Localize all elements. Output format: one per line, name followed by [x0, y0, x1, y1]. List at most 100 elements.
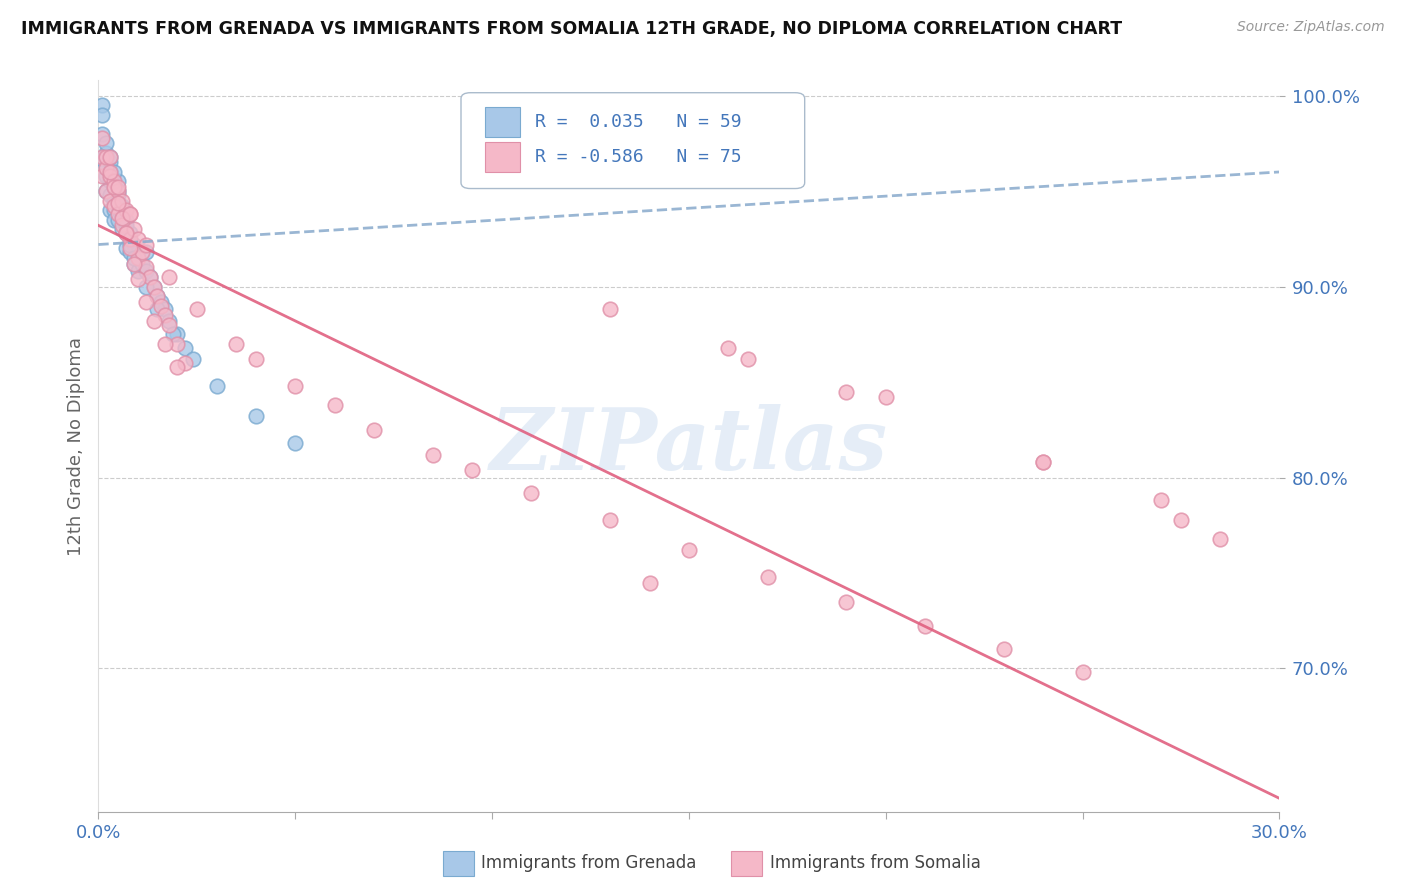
Point: [96, 145, 118, 160]
Point: [181, 352, 204, 367]
Point: [115, 203, 138, 218]
Point: [835, 594, 858, 608]
Point: [835, 384, 858, 399]
Point: [98, 150, 121, 164]
Point: [98, 150, 121, 164]
Point: [166, 336, 188, 351]
Bar: [485, 142, 520, 172]
Point: [155, 302, 177, 317]
Point: [146, 302, 169, 317]
Point: [993, 642, 1015, 657]
Point: [118, 207, 141, 221]
Point: [166, 359, 188, 374]
Point: [91, 127, 114, 141]
Point: [1032, 455, 1054, 469]
Point: [103, 165, 125, 179]
Text: IMMIGRANTS FROM GRENADA VS IMMIGRANTS FROM SOMALIA 12TH GRADE, NO DIPLOMA CORREL: IMMIGRANTS FROM GRENADA VS IMMIGRANTS FR…: [21, 20, 1122, 37]
Point: [162, 327, 184, 342]
Point: [103, 212, 125, 227]
Point: [107, 195, 129, 210]
Point: [284, 436, 307, 450]
Point: [107, 180, 129, 194]
Point: [1150, 493, 1173, 508]
Point: [146, 289, 169, 303]
Point: [91, 130, 114, 145]
Y-axis label: 12th Grade, No Diploma: 12th Grade, No Diploma: [66, 336, 84, 556]
Point: [118, 241, 141, 255]
Point: [98, 174, 121, 188]
Point: [107, 187, 129, 202]
Point: [756, 570, 779, 584]
Text: Source: ZipAtlas.com: Source: ZipAtlas.com: [1237, 20, 1385, 34]
Point: [115, 226, 138, 240]
Point: [1170, 512, 1192, 526]
Point: [115, 241, 138, 255]
Point: [103, 199, 125, 213]
Point: [127, 272, 149, 286]
Point: [96, 184, 118, 198]
Point: [1032, 455, 1054, 469]
Point: [520, 485, 543, 500]
Point: [111, 203, 134, 218]
Point: [96, 169, 118, 183]
Point: [122, 257, 145, 271]
Point: [284, 379, 307, 393]
Point: [122, 222, 145, 236]
FancyBboxPatch shape: [461, 93, 804, 188]
Point: [1071, 665, 1094, 680]
Point: [115, 212, 138, 227]
Point: [111, 219, 134, 233]
Point: [111, 199, 134, 213]
Point: [107, 207, 129, 221]
Point: [98, 169, 121, 183]
Point: [875, 390, 897, 404]
Point: [107, 174, 129, 188]
Point: [138, 270, 160, 285]
Point: [96, 150, 118, 164]
Point: [111, 194, 134, 208]
Point: [103, 180, 125, 194]
Point: [122, 251, 145, 265]
Point: [245, 409, 267, 424]
Point: [150, 294, 173, 309]
Point: [127, 264, 149, 278]
Point: [111, 211, 134, 225]
Point: [142, 314, 165, 328]
Point: [118, 226, 141, 240]
Point: [174, 341, 197, 355]
Point: [91, 169, 114, 183]
Point: [717, 341, 740, 355]
Point: [131, 245, 153, 260]
Point: [91, 98, 114, 112]
Point: [599, 302, 621, 317]
Point: [166, 327, 188, 342]
Point: [157, 314, 180, 328]
Text: Immigrants from Grenada: Immigrants from Grenada: [481, 855, 696, 872]
Point: [638, 575, 661, 590]
Point: [135, 279, 157, 293]
Point: [98, 165, 121, 179]
Point: [122, 237, 145, 252]
Point: [174, 356, 197, 370]
Point: [914, 619, 936, 633]
Point: [142, 279, 165, 293]
Point: [107, 212, 129, 227]
Point: [135, 245, 157, 260]
Point: [98, 194, 121, 208]
Point: [122, 257, 145, 271]
Point: [155, 336, 177, 351]
Point: [737, 352, 759, 367]
Text: R = -0.586   N = 75: R = -0.586 N = 75: [536, 148, 742, 166]
Point: [157, 318, 180, 332]
Point: [245, 352, 267, 367]
Point: [91, 152, 114, 166]
Point: [115, 226, 138, 240]
Point: [142, 279, 165, 293]
Point: [91, 150, 114, 164]
Point: [135, 294, 157, 309]
Point: [678, 543, 700, 558]
Point: [118, 207, 141, 221]
Point: [599, 512, 621, 526]
Text: R =  0.035   N = 59: R = 0.035 N = 59: [536, 113, 742, 131]
Point: [115, 219, 138, 233]
